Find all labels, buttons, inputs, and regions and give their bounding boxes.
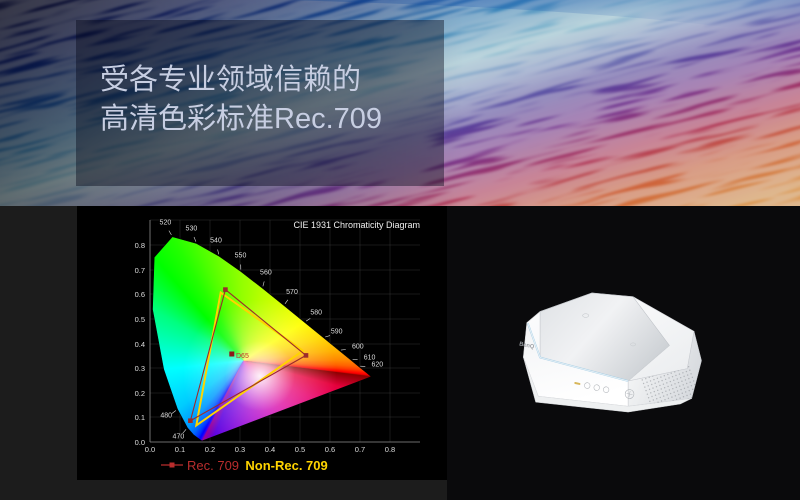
svg-text:0.1: 0.1 [135,413,145,422]
svg-text:540: 540 [210,238,222,245]
svg-text:0.6: 0.6 [135,290,145,299]
svg-text:570: 570 [286,289,298,296]
svg-text:0.7: 0.7 [135,266,145,275]
svg-text:0.1: 0.1 [175,445,185,454]
svg-text:Non-Rec. 709: Non-Rec. 709 [245,458,327,473]
svg-text:0.4: 0.4 [135,340,145,349]
svg-text:550: 550 [235,253,247,260]
svg-text:560: 560 [260,270,272,277]
svg-text:530: 530 [186,226,198,233]
svg-text:600: 600 [352,344,364,351]
svg-text:480: 480 [160,413,172,420]
svg-text:0.6: 0.6 [325,445,335,454]
svg-text:0.3: 0.3 [135,364,145,373]
svg-text:590: 590 [331,329,343,336]
svg-text:580: 580 [310,310,322,317]
svg-text:0.0: 0.0 [135,438,145,447]
svg-text:CIE 1931 Chromaticity Diagram: CIE 1931 Chromaticity Diagram [293,220,420,230]
svg-text:0.4: 0.4 [265,445,275,454]
svg-text:610: 610 [364,355,376,362]
svg-text:0.3: 0.3 [235,445,245,454]
svg-text:Rec. 709: Rec. 709 [187,458,239,473]
svg-text:470: 470 [173,434,185,441]
svg-text:D65: D65 [236,353,249,360]
svg-text:0.8: 0.8 [385,445,395,454]
svg-text:0.2: 0.2 [135,389,145,398]
svg-text:0.7: 0.7 [355,445,365,454]
svg-text:520: 520 [160,220,172,227]
svg-text:0.8: 0.8 [135,241,145,250]
svg-text:620: 620 [371,362,383,369]
svg-text:0.5: 0.5 [135,315,145,324]
svg-text:0.0: 0.0 [145,445,155,454]
svg-text:0.5: 0.5 [295,445,305,454]
svg-text:0.2: 0.2 [205,445,215,454]
